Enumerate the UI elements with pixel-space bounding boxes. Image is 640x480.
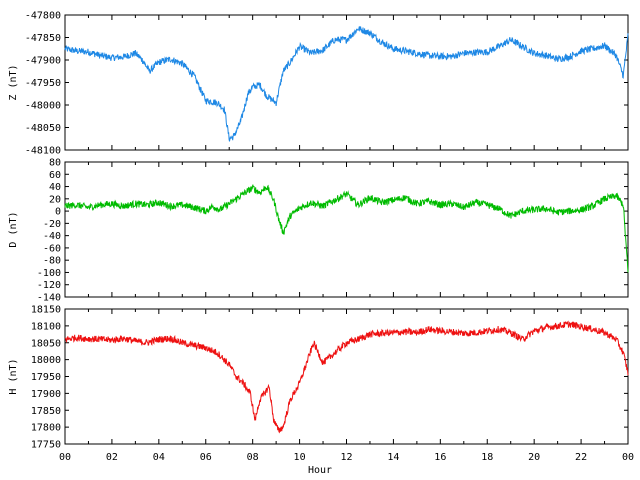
y-tick-label: -47900	[25, 56, 61, 67]
x-tick-label: 08	[247, 452, 259, 463]
x-tick-label: 00	[622, 452, 634, 463]
y-tick-label: 18100	[31, 321, 61, 332]
y-tick-label: 0	[55, 207, 61, 218]
y-tick-label: -140	[37, 293, 61, 304]
series-line	[64, 26, 629, 142]
y-tick-label: 18000	[31, 355, 61, 366]
y-tick-label: 18150	[31, 305, 61, 316]
y-tick-label: 17950	[31, 372, 61, 383]
y-tick-label: -47800	[25, 11, 61, 22]
y-tick-label: 60	[49, 170, 61, 181]
x-tick-label: 10	[294, 452, 306, 463]
y-tick-label: 17850	[31, 406, 61, 417]
x-tick-label: 12	[340, 452, 352, 463]
x-tick-label: 06	[200, 452, 212, 463]
x-tick-label: 02	[106, 452, 118, 463]
y-tick-label: -48000	[25, 101, 61, 112]
series-line	[64, 320, 629, 434]
y-tick-label: 80	[49, 158, 61, 169]
x-tick-label: 14	[387, 452, 399, 463]
y-tick-label: -80	[43, 256, 61, 267]
y-tick-label: -20	[43, 219, 61, 230]
y-tick-label: -48100	[25, 146, 61, 157]
y-tick-label: -48050	[25, 123, 61, 134]
x-tick-label: 20	[528, 452, 540, 463]
plot-frame	[64, 161, 629, 298]
x-tick-label: 22	[575, 452, 587, 463]
y-tick-label: 17800	[31, 423, 61, 434]
y-tick-label: 20	[49, 194, 61, 205]
y-axis-label: Z (nT)	[8, 64, 19, 100]
y-axis-label: H (nT)	[8, 358, 19, 394]
plot-frame	[64, 14, 629, 151]
panel-0: -47800 -47850 -47900 -47950 -48000 -48050 -481…	[8, 11, 629, 157]
x-tick-label: 04	[153, 452, 165, 463]
x-tick-label: 00	[59, 452, 71, 463]
y-tick-label: -47950	[25, 78, 61, 89]
x-tick-label: 18	[481, 452, 493, 463]
y-tick-label: -100	[37, 268, 61, 279]
y-axis-label: D (nT)	[8, 211, 19, 247]
y-tick-label: 17750	[31, 440, 61, 451]
y-tick-label: 18050	[31, 338, 61, 349]
y-tick-label: -40	[43, 231, 61, 242]
series-line	[64, 184, 629, 273]
y-tick-label: -47850	[25, 33, 61, 44]
y-tick-label: -120	[37, 280, 61, 291]
x-axis-label: Hour	[308, 465, 332, 476]
y-tick-label: 17900	[31, 389, 61, 400]
panel-2: 18150 18100 18050 18000 17950 17900 17850 17800…	[8, 305, 629, 451]
y-tick-label: -60	[43, 243, 61, 254]
x-tick-label: 16	[434, 452, 446, 463]
y-tick-label: 40	[49, 182, 61, 193]
